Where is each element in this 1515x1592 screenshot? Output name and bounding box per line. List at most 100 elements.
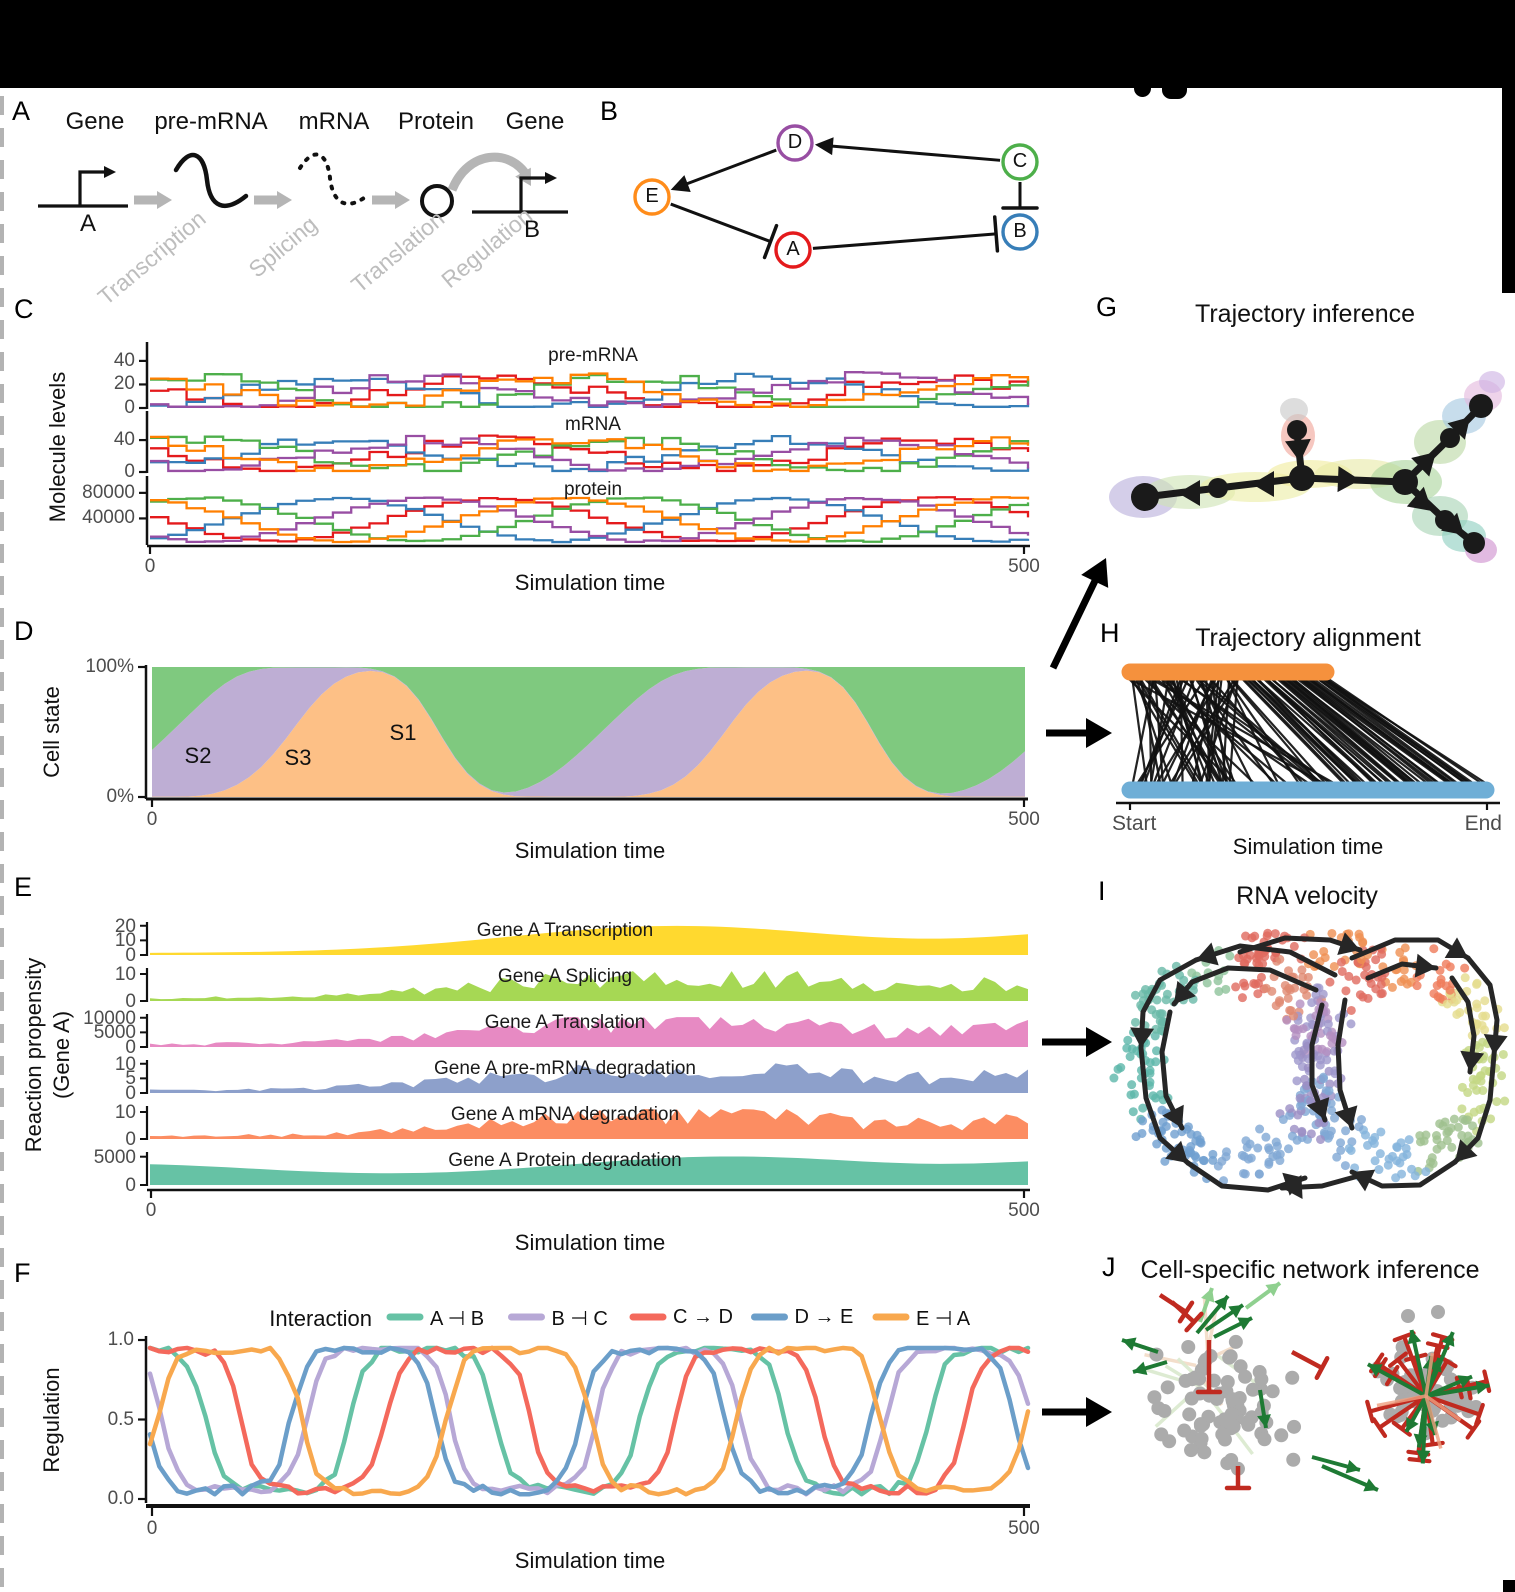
b-node-letter-c: C: [1012, 150, 1028, 172]
c-series-3: [150, 434, 1030, 473]
j-right-radial-edges: [1365, 1329, 1492, 1464]
panel-b-network: [670, 137, 1039, 260]
c-series-4: [150, 435, 1030, 473]
f-legend-label-3: D → E: [794, 1306, 854, 1328]
f-legend-label-2: C → D: [673, 1306, 733, 1328]
e-area-3: [150, 1063, 1028, 1093]
c-subpanel-title-0: pre-mRNA: [548, 345, 638, 366]
e-subpanel-title-2: Gene A Translation: [484, 1012, 646, 1033]
title-rna-velocity: RNA velocity: [1236, 882, 1378, 910]
f-legend-label-0: A ⊣ B: [430, 1308, 485, 1330]
f-legend-label-4: E ⊣ A: [916, 1308, 971, 1330]
f-ytick-0: 0.0: [107, 1488, 134, 1509]
f-ytick-2: 1.0: [107, 1329, 134, 1350]
banner-text-descender: [1162, 88, 1187, 99]
b-node-letter-a: A: [786, 238, 800, 260]
c-series-3: [150, 371, 1030, 408]
e-area-4: [150, 1109, 1028, 1139]
e-ytick: 10000: [83, 1007, 136, 1029]
panel-label-f: F: [14, 1258, 31, 1288]
panel-label-d: D: [14, 616, 34, 646]
e-area-0: [150, 925, 1028, 955]
a-header-4: Gene: [505, 108, 565, 135]
c-series-1: [150, 372, 1030, 408]
connector-arrows: [1042, 558, 1112, 1427]
e-subpanel-title-3: Gene A pre-mRNA degradation: [434, 1058, 696, 1079]
panel-e-propensity: [140, 922, 1030, 1198]
corner-black-square: [1503, 1580, 1515, 1592]
h-tick-end: End: [1464, 812, 1502, 835]
j-left-repressing-edges: [1158, 1293, 1330, 1491]
panel-d-cell-state: [138, 665, 1028, 807]
d-xtick-1: 500: [1008, 809, 1040, 830]
gene-b-glyph: [472, 172, 568, 214]
c-series-0: [150, 434, 1030, 473]
h-x-axis-label: Simulation time: [1232, 834, 1384, 859]
c-ytick: 80000: [82, 481, 135, 503]
c-xtick-1: 500: [1008, 556, 1040, 577]
b-node-letter-e: E: [645, 185, 659, 207]
e-ytick: 0: [125, 1175, 136, 1196]
e-ytick: 10: [114, 1053, 136, 1075]
title-trajectory-inference: Trajectory inference: [1195, 300, 1415, 328]
a-header-2: mRNA: [298, 108, 370, 135]
e-ytick: 0: [125, 1083, 136, 1104]
e-ytick: 0: [125, 1129, 136, 1150]
panel-label-h: H: [1100, 618, 1120, 648]
e-xtick-1: 500: [1008, 1200, 1040, 1221]
d-state-label-s2: S2: [184, 743, 212, 768]
a-header-3: Protein: [397, 108, 475, 135]
d-state-area-s3: [152, 670, 1025, 797]
e-ytick: 20: [114, 915, 136, 937]
h-tick-start: Start: [1112, 812, 1157, 835]
e-ytick: 5: [125, 1068, 136, 1090]
e-xtick-0: 0: [145, 1200, 157, 1221]
b-node-c: [1001, 143, 1039, 181]
c-x-axis-label: Simulation time: [514, 570, 666, 595]
b-node-letter-d: D: [787, 131, 803, 153]
c-ytick: 20: [113, 373, 135, 395]
f-xtick-0: 0: [146, 1518, 158, 1539]
e-ytick: 5000: [93, 1022, 136, 1044]
c-series-2: [150, 496, 1030, 543]
e-ytick: 10: [114, 964, 136, 985]
e-subpanel-title-5: Gene A Protein degradation: [448, 1150, 682, 1171]
panel-label-i: I: [1098, 876, 1106, 906]
e-subpanel-title-4: Gene A mRNA degradation: [450, 1104, 680, 1125]
banner-text-descender: [1134, 88, 1151, 97]
e-y-axis-label-1: Reaction propensity: [21, 957, 46, 1153]
b-node-a: [774, 231, 812, 269]
b-node-letter-b: B: [1013, 220, 1027, 242]
d-state-area-s1: [152, 667, 1025, 794]
d-xtick-0: 0: [146, 809, 158, 830]
f-y-axis-label: Regulation: [39, 1367, 64, 1473]
f-legend-label-1: B ⊣ C: [551, 1308, 608, 1330]
panel-c-molecule-levels: [139, 342, 1030, 554]
panel-label-b: B: [600, 96, 619, 126]
title-network-inference: Cell-specific network inference: [1140, 1256, 1480, 1284]
b-node-d: [776, 124, 814, 162]
e-ytick: 0: [125, 991, 136, 1012]
panel-a-schematic: [173, 152, 531, 218]
panel-label-a: A: [12, 96, 31, 126]
f-legend-title: Interaction: [269, 1306, 372, 1331]
a-gray-arrows: [134, 191, 410, 209]
f-x-axis-label: Simulation time: [514, 1548, 666, 1573]
d-state-label-s3: S3: [284, 745, 312, 770]
d-state-label-s1: S1: [389, 720, 417, 745]
c-series-3: [150, 496, 1030, 544]
rna-velocity-streamlines: [1130, 932, 1508, 1199]
e-subpanel-title-1: Gene A Splicing: [497, 966, 633, 987]
b-node-b: [1001, 213, 1039, 251]
c-ytick: 40000: [82, 507, 135, 529]
e-x-axis-label: Simulation time: [514, 1230, 666, 1255]
c-ytick: 40: [113, 349, 135, 371]
column-divider: [0, 0, 4, 1592]
c-ytick: 0: [124, 397, 135, 418]
b-node-e: [633, 178, 671, 216]
panel-f-regulation: [138, 1313, 1031, 1516]
panel-g-trajectory: [1109, 371, 1505, 563]
c-ytick: 40: [113, 429, 135, 451]
e-area-5: [150, 1156, 1028, 1185]
